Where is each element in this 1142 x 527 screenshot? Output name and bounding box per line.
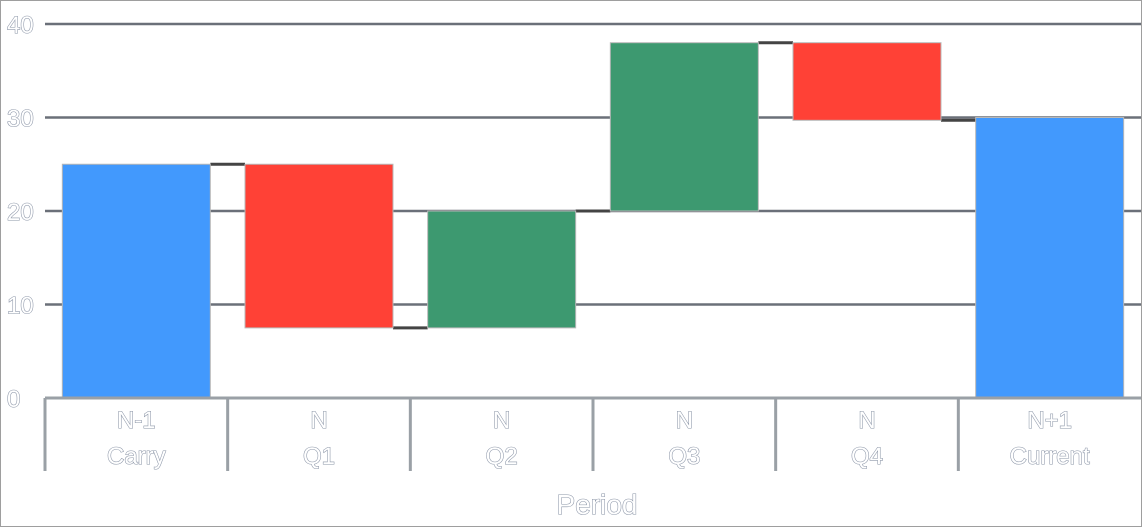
y-tick-label: 0 [7,386,20,413]
x-group-label: N [858,407,875,434]
bar-increase [609,42,759,212]
x-tick-label: Current [1010,443,1090,470]
x-group-label: N+1 [1027,407,1072,434]
y-tick-label: 20 [7,199,34,226]
x-group-label: N [493,407,510,434]
x-group-label: N [676,407,693,434]
bar-total [61,163,211,399]
x-tick-label: Q1 [303,443,335,470]
label-layer: 0 10 20 30 40 N-1 Carry N Q1 N Q2 N Q3 N Q4 N+1 Current [6,11,1090,470]
y-tick-label: 10 [7,293,34,320]
x-tick-label: Q4 [851,443,883,470]
y-tick-label: 40 [7,12,34,39]
grid-layer [45,22,1141,306]
x-axis-title: Period [557,489,638,520]
bar-decrease [244,163,394,329]
connector-layer [210,41,976,330]
y-tick-label: 30 [7,106,34,133]
bar-layer [61,42,1125,399]
x-group-label: N [310,407,327,434]
x-tick-label: Q2 [486,443,518,470]
x-group-label: N-1 [117,407,156,434]
bar-decrease [792,42,942,121]
x-tick-label: Q3 [668,443,700,470]
bar-total [975,117,1125,399]
x-tick-label: Carry [107,443,166,470]
bar-increase [427,210,577,329]
axis-layer [43,396,1141,471]
